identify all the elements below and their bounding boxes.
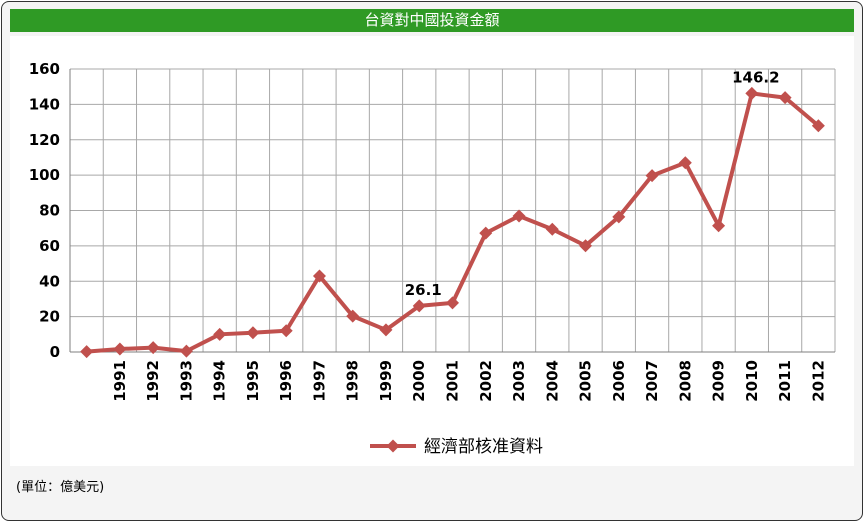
- data-point-marker: [811, 119, 825, 133]
- x-tick-label: 2000: [410, 360, 428, 402]
- legend-marker: [386, 439, 400, 453]
- data-point-marker: [479, 226, 493, 240]
- y-tick-label: 160: [29, 60, 60, 78]
- y-tick-label: 140: [29, 95, 60, 113]
- legend-label: 經濟部核准資料: [424, 437, 543, 457]
- data-point-marker: [446, 296, 459, 310]
- x-tick-label: 1998: [344, 360, 362, 402]
- x-tick-label: 2002: [477, 360, 495, 402]
- x-tick-label: 2011: [776, 360, 794, 402]
- unit-note: (單位：億美元): [16, 480, 105, 495]
- data-point-marker: [545, 222, 559, 236]
- data-point-marker: [279, 324, 293, 338]
- x-tick-label: 1993: [177, 360, 195, 402]
- data-point-marker: [179, 344, 193, 358]
- x-tick-label: 2009: [710, 360, 728, 402]
- x-tick-label: 2010: [743, 360, 761, 402]
- data-point-marker: [346, 309, 360, 323]
- x-tick-label: 2003: [510, 360, 528, 402]
- data-point-marker: [778, 91, 792, 105]
- x-tick-label: 1994: [211, 360, 229, 402]
- x-tick-label: 2012: [809, 360, 827, 402]
- data-point-marker: [579, 239, 593, 253]
- data-point-marker: [612, 210, 626, 224]
- x-tick-label: 2007: [643, 360, 661, 402]
- x-tick-label: 1996: [277, 360, 295, 402]
- y-tick-label: 20: [39, 308, 60, 326]
- y-tick-label: 40: [39, 272, 60, 290]
- data-point-marker: [80, 345, 94, 359]
- chart-title: 台資對中國投資金額: [10, 9, 854, 32]
- x-tick-label: 1999: [377, 360, 395, 402]
- plot-panel: 0 20 40 60 80 100 120 140 160 1991 1992 1993 1994 199…: [10, 36, 854, 466]
- x-tick-label: 1997: [310, 360, 328, 402]
- series-line: [86, 91, 820, 354]
- y-tick-label: 120: [29, 131, 60, 149]
- data-point-marker: [712, 219, 726, 233]
- data-point-marker: [678, 156, 692, 170]
- data-point-marker: [412, 299, 426, 313]
- data-point-marker: [379, 323, 393, 337]
- data-point-marker: [113, 342, 127, 356]
- data-point-marker: [512, 209, 526, 223]
- data-label: 146.2: [732, 68, 779, 86]
- x-tick-label: 2006: [610, 360, 628, 402]
- data-label: 26.1: [405, 281, 442, 299]
- x-tick-label: 1995: [244, 360, 262, 402]
- x-tick-label: 1991: [111, 360, 129, 402]
- line-chart: 0 20 40 60 80 100 120 140 160 1991 1992 1993 1994 199…: [29, 60, 836, 457]
- data-point-marker: [213, 327, 227, 341]
- y-tick-label: 0: [50, 343, 60, 361]
- x-tick-label: 2005: [577, 360, 595, 402]
- x-tick-label: 2001: [444, 360, 462, 402]
- y-tick-label: 80: [39, 202, 60, 220]
- x-tick-label: 2004: [543, 360, 561, 402]
- data-point-marker: [146, 341, 160, 355]
- data-point-marker: [645, 169, 659, 183]
- data-point-marker: [745, 86, 759, 100]
- x-tick-label: 1992: [144, 360, 162, 402]
- x-tick-label: 2008: [676, 360, 694, 402]
- y-tick-label: 100: [29, 166, 60, 184]
- data-point-marker: [312, 269, 326, 283]
- y-tick-label: 60: [39, 237, 60, 255]
- data-point-marker: [246, 326, 260, 340]
